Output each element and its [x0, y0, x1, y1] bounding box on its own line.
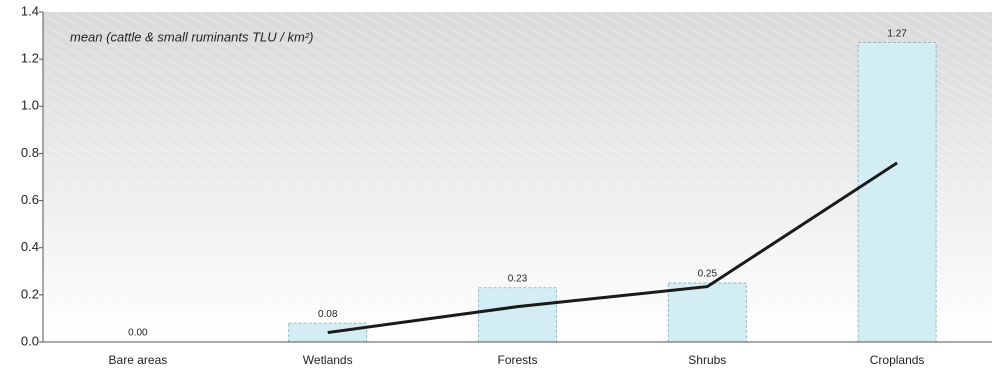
x-tick-label: Shrubs	[688, 353, 726, 367]
value-label: 0.25	[698, 269, 718, 280]
chart-title: mean (cattle & small ruminants TLU / km²…	[70, 29, 313, 44]
bar	[857, 42, 937, 343]
value-label: 0.08	[318, 309, 338, 320]
y-tick-label: 0.2	[21, 286, 39, 301]
y-tick-label: 1.0	[21, 98, 39, 113]
x-tick-label: Forests	[497, 353, 537, 367]
bar	[478, 287, 557, 343]
y-tick-label: 0.8	[21, 145, 39, 160]
trend-line	[327, 161, 898, 335]
value-label: 0.00	[128, 328, 148, 339]
y-tick-label: 0.4	[21, 239, 39, 254]
value-label: 0.23	[508, 273, 528, 284]
y-tick-label: 0.6	[21, 192, 39, 207]
y-tick-label: 0.0	[21, 333, 39, 348]
x-tick-label: Wetlands	[303, 353, 353, 367]
x-tick-label: Bare areas	[109, 353, 168, 367]
bar	[667, 282, 747, 343]
plot-hatch	[43, 12, 992, 342]
y-tick-label: 1.4	[21, 3, 39, 18]
value-label: 1.27	[887, 28, 907, 39]
x-tick-label: Croplands	[870, 353, 925, 367]
y-tick-label: 1.2	[21, 51, 39, 66]
